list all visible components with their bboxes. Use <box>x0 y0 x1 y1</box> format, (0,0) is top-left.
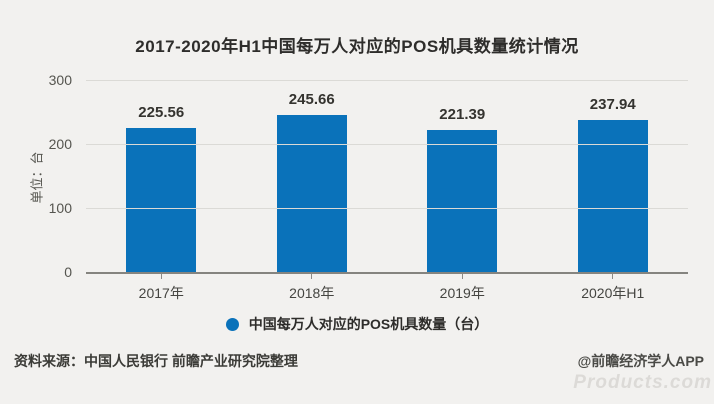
bar-slot: 245.66 <box>237 80 388 272</box>
x-tick-label: 2020年H1 <box>581 285 645 301</box>
bar-value-label: 245.66 <box>288 90 335 108</box>
bar <box>427 130 498 272</box>
bar-slot: 221.39 <box>387 80 538 272</box>
x-cell: 2017年 <box>86 274 237 303</box>
x-tick <box>461 274 463 279</box>
bar <box>126 127 197 272</box>
x-cell: 2020年H1 <box>538 274 689 303</box>
x-tick-label: 2019年 <box>439 285 485 301</box>
source-text: 资料来源：中国人民银行 前瞻产业研究院整理 <box>14 353 298 369</box>
bar-value-label: 221.39 <box>439 106 486 124</box>
x-tick-label: 2017年 <box>138 285 184 301</box>
y-tick-label: 300 <box>48 72 72 88</box>
brand-text: @前瞻经济学人APP <box>577 353 704 369</box>
plot-area: 225.56 245.66 221.39 237.94 <box>86 80 688 274</box>
bar-slot: 225.56 <box>86 80 237 272</box>
gridline <box>86 208 688 210</box>
x-tick <box>160 274 162 279</box>
x-cell: 2019年 <box>387 274 538 303</box>
chart-title: 2017-2020年H1中国每万人对应的POS机具数量统计情况 <box>135 37 579 56</box>
gridline <box>86 144 688 146</box>
bar <box>577 119 648 272</box>
bar-value-label: 237.94 <box>589 95 636 113</box>
legend-label: 中国每万人对应的POS机具数量（台） <box>248 316 489 332</box>
bar-value-label: 225.56 <box>138 103 185 121</box>
bar-slot: 237.94 <box>538 80 689 272</box>
x-tick <box>311 274 313 279</box>
x-tick <box>612 274 614 279</box>
gridline <box>86 80 688 81</box>
y-tick-label: 200 <box>48 136 72 153</box>
bar <box>276 114 347 272</box>
y-tick-label: 100 <box>48 200 72 217</box>
legend-marker-icon <box>225 317 239 331</box>
y-axis: 0 100 200 300 <box>30 72 78 280</box>
x-axis-row: 2017年 2018年 2019年 2020年H1 <box>86 274 688 303</box>
legend: 中国每万人对应的POS机具数量（台） <box>0 314 714 334</box>
x-cell: 2018年 <box>237 274 388 303</box>
x-tick-label: 2018年 <box>289 285 335 301</box>
watermark: Products.com <box>573 372 712 393</box>
bars-row: 225.56 245.66 221.39 237.94 <box>86 80 688 272</box>
y-tick-label: 0 <box>64 264 72 280</box>
